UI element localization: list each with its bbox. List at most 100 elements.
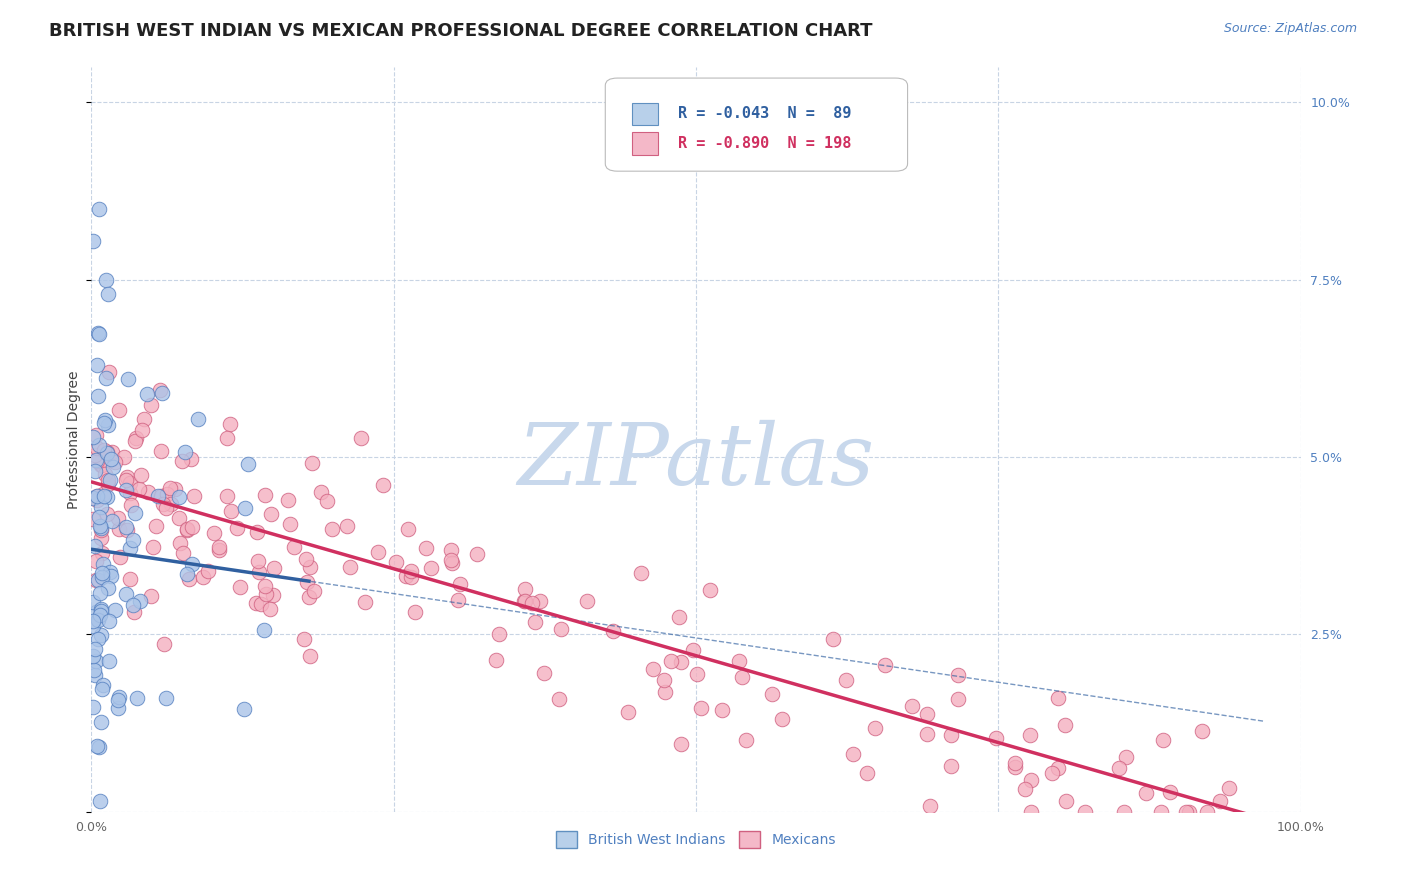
Point [1019,772,1042,787]
Point [96,446,118,460]
Point [821,632,844,646]
Point [179,572,201,586]
Point [124,434,146,449]
Point [447,593,470,607]
Point [124,605,146,619]
Point [117,523,139,537]
Point [86,442,108,456]
Point [97,286,120,301]
Point [191,570,214,584]
Point [668,610,690,624]
Point [90,627,112,641]
Point [180,520,202,534]
Text: R = -0.890  N = 198: R = -0.890 N = 198 [678,136,851,151]
Point [488,627,510,641]
Point [90,604,112,618]
Point [82,235,104,249]
Point [90,602,112,616]
Point [259,602,281,616]
Point [441,556,464,570]
Point [233,701,256,715]
Point [918,798,941,813]
Point [136,485,159,500]
Point [100,569,122,583]
Text: ZIPatlas: ZIPatlas [517,420,875,503]
Point [90,715,112,730]
Point [1175,805,1198,819]
Point [321,522,343,536]
Point [1054,794,1077,808]
Point [84,642,107,657]
Point [263,561,285,575]
Point [142,540,165,554]
Point [236,458,259,472]
Point [135,387,157,401]
Point [1177,805,1199,819]
Point [439,543,461,558]
Point [86,452,108,467]
Point [247,565,270,579]
Point [465,547,488,561]
Point [91,566,114,581]
Point [97,418,120,433]
Point [730,670,752,684]
Point [652,673,675,687]
Point [91,452,114,467]
Point [87,632,110,646]
Point [114,450,136,464]
Point [90,458,112,472]
Point [602,624,624,638]
Point [96,445,118,459]
Point [150,443,173,458]
Point [91,570,114,584]
Point [176,566,198,581]
Point [86,358,108,372]
Point [395,569,418,583]
Point [84,553,107,567]
Point [93,416,115,430]
Point [152,497,174,511]
Point [107,403,129,417]
Point [155,500,177,515]
Point [616,706,638,720]
Point [89,438,111,452]
Point [89,518,111,533]
Point [302,584,325,599]
Point [82,615,104,629]
Point [118,573,141,587]
Point [183,490,205,504]
Point [915,707,938,722]
Point [440,553,463,567]
Point [278,517,301,532]
Point [513,594,536,608]
Point [165,483,187,497]
Point [86,454,108,468]
Text: Source: ZipAtlas.com: Source: ZipAtlas.com [1223,22,1357,36]
Point [699,583,721,598]
Point [120,498,142,512]
Point [96,508,118,522]
Point [1112,805,1135,819]
Point [834,673,856,688]
Point [315,494,337,508]
Point [295,575,318,590]
Point [354,595,377,609]
Point [1218,781,1240,796]
Point [939,759,962,773]
Point [82,511,104,525]
Point [180,452,202,467]
Point [385,556,408,570]
Point [1014,781,1036,796]
Point [298,648,321,663]
Point [669,655,692,669]
Point [229,580,252,594]
Point [770,712,793,726]
Point [533,666,555,681]
Point [98,654,121,668]
Point [520,596,543,610]
Point [292,632,315,647]
Point [107,511,129,525]
Point [104,603,127,617]
Point [550,622,572,636]
Point [197,564,219,578]
